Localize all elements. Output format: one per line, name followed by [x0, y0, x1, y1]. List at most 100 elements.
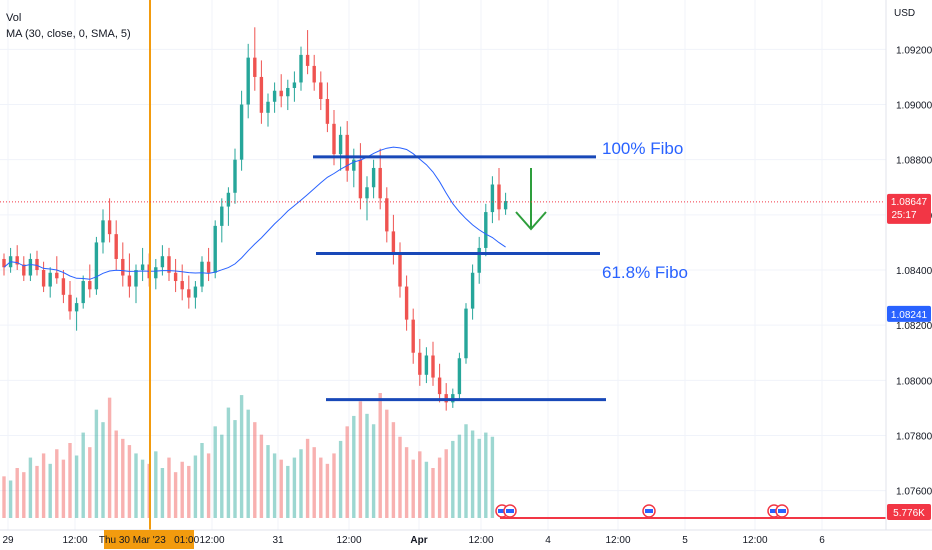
volume-bar	[68, 443, 72, 518]
volume-bar	[206, 453, 211, 518]
volume-bar	[391, 422, 396, 518]
ma-price-tag[interactable]: 1.08241	[887, 305, 931, 322]
candle-body	[385, 198, 389, 232]
volume-bar	[180, 461, 184, 518]
volume-bar	[312, 447, 316, 518]
volume-bar	[437, 457, 442, 518]
candle-body	[464, 308, 468, 359]
candle	[371, 159, 376, 199]
candle-body	[418, 352, 422, 375]
volume-bar	[200, 443, 204, 518]
volume-bar	[101, 422, 105, 518]
event-flag-icon[interactable]	[642, 504, 656, 518]
candle	[61, 270, 66, 304]
time-tick-label: 12:00	[468, 535, 493, 546]
candle	[418, 338, 422, 386]
candle	[391, 214, 396, 265]
candle	[173, 258, 178, 293]
candle-body	[140, 264, 145, 270]
candle-body	[279, 90, 283, 97]
candle-body	[233, 159, 237, 193]
price-tick-label: 1.08800	[896, 156, 932, 167]
volume-bar	[220, 434, 224, 518]
volume-bar	[233, 420, 237, 518]
candle	[385, 187, 389, 243]
candle-body	[299, 54, 303, 83]
candle	[484, 203, 488, 257]
event-flag-icon[interactable]	[503, 504, 517, 518]
candle	[193, 281, 198, 309]
volume-bar	[173, 472, 178, 518]
candle-body	[15, 256, 19, 265]
candle-body	[2, 258, 6, 268]
volume-bar	[365, 413, 369, 518]
candle-body	[338, 134, 343, 155]
candle-body	[266, 101, 270, 113]
volume-bar	[272, 453, 277, 518]
volume-bar	[107, 397, 112, 518]
candle-body	[127, 275, 132, 287]
time-axis-ticks[interactable]: 29 12:00 12:00 31 12:00 Apr 12:00 4 12:00 5 12:00 6	[2, 535, 825, 546]
volume-bar	[424, 461, 429, 518]
volume-bar	[88, 447, 92, 518]
volume-bar	[140, 459, 145, 518]
candle-body	[48, 272, 52, 287]
price-tick-label: 1.07600	[896, 487, 932, 498]
price-tick-label: 1.08400	[896, 266, 932, 277]
candle	[68, 281, 72, 320]
price-axis-currency: USD	[894, 8, 915, 19]
candle	[365, 176, 369, 221]
candle-body	[101, 220, 105, 243]
candle	[101, 209, 105, 254]
candle-body	[352, 159, 356, 171]
legend-ma-label[interactable]: MA (30, close, 0, SMA, 5)	[6, 28, 131, 40]
volume-bar	[490, 436, 495, 518]
candle-body	[378, 167, 382, 199]
legend-volume-label[interactable]: Vol	[6, 12, 22, 24]
candle	[319, 71, 323, 111]
candle-body	[503, 201, 508, 210]
crosshair-time-label: Thu 30 Mar '23 01:00	[99, 530, 200, 549]
candle	[503, 192, 508, 215]
candle-body	[206, 261, 211, 273]
volume-bar	[193, 455, 198, 518]
down-arrow-icon[interactable]	[515, 168, 547, 231]
candle-body	[286, 87, 290, 97]
volume-bar	[299, 449, 303, 518]
price-tick-label: 1.08000	[896, 376, 932, 387]
candle-body	[55, 272, 59, 279]
candle	[404, 275, 409, 331]
volume-value-tag[interactable]: 5.776K	[887, 504, 931, 520]
candle-body	[484, 212, 488, 248]
volume-bar	[477, 438, 481, 518]
volume-bar	[134, 453, 138, 518]
volume-bar	[246, 409, 250, 518]
event-flag-icon[interactable]	[775, 504, 789, 518]
candle	[121, 242, 125, 287]
volume-bar	[35, 465, 39, 518]
price-tick-label: 1.07800	[896, 431, 932, 442]
volume-bar	[457, 434, 462, 518]
candle	[352, 148, 356, 188]
fibo-100-label: 100% Fibo	[602, 139, 683, 158]
candle-body	[193, 286, 198, 298]
time-tick-label: 12:00	[62, 535, 87, 546]
price-tick-label: 1.09000	[896, 101, 932, 112]
candle-body	[107, 220, 112, 235]
volume-bar	[338, 440, 343, 518]
last-price-tag[interactable]: 1.08647 25:17	[887, 193, 931, 224]
volume-bar	[114, 430, 118, 518]
volume-value: 5.776K	[893, 508, 925, 519]
candle-body	[345, 134, 349, 171]
volume-bar	[154, 451, 158, 518]
event-markers[interactable]	[495, 504, 789, 518]
candle-body	[213, 225, 217, 273]
candle	[167, 247, 171, 282]
chart-legend[interactable]: Vol MA (30, close, 0, SMA, 5)	[6, 10, 131, 42]
bar-countdown: 25:17	[891, 210, 916, 221]
candle	[259, 60, 264, 124]
candle-body	[398, 253, 402, 287]
volume-bar	[253, 422, 257, 518]
volume-bar	[239, 395, 244, 518]
